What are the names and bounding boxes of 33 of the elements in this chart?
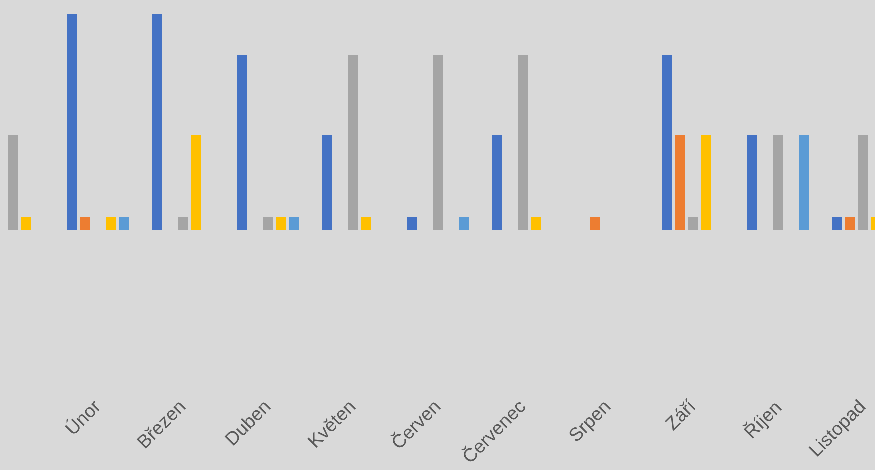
bar <box>106 217 116 230</box>
bar <box>8 134 18 230</box>
bar <box>80 217 90 230</box>
bar <box>178 217 188 230</box>
bar <box>858 134 868 230</box>
bar <box>276 217 286 230</box>
bar <box>532 217 542 230</box>
bar <box>322 134 332 230</box>
bar <box>492 134 502 230</box>
bar <box>518 55 528 230</box>
bar <box>434 55 444 230</box>
bar <box>590 217 600 230</box>
bar <box>748 134 758 230</box>
bar <box>22 217 32 230</box>
bar <box>688 217 698 230</box>
bar <box>662 55 672 230</box>
bar <box>238 55 248 230</box>
bar <box>290 217 300 230</box>
bar <box>362 217 372 230</box>
bar <box>702 134 712 230</box>
bar <box>348 55 358 230</box>
bar <box>264 217 274 230</box>
bar <box>832 217 842 230</box>
bar <box>460 217 470 230</box>
bar <box>774 134 784 230</box>
bar <box>800 134 810 230</box>
bar <box>120 217 130 230</box>
bar <box>68 14 78 230</box>
bar <box>152 14 162 230</box>
bar <box>192 134 202 230</box>
bar <box>676 134 686 230</box>
bar <box>846 217 856 230</box>
bar <box>408 217 418 230</box>
